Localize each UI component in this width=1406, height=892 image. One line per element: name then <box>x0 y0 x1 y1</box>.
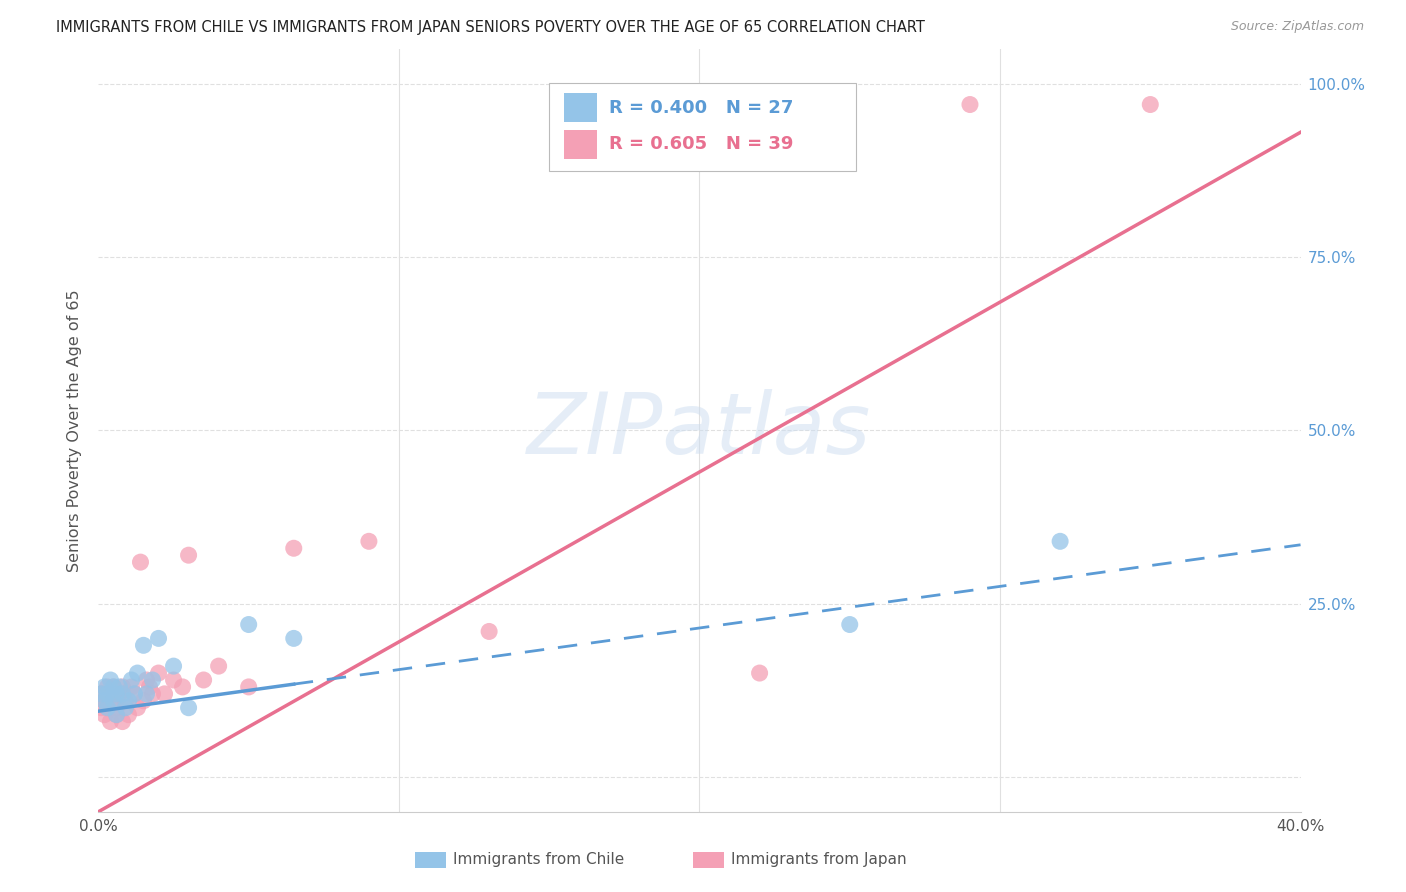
Point <box>148 666 170 681</box>
Point <box>103 694 125 708</box>
Point <box>135 673 157 687</box>
Point <box>478 624 501 639</box>
Point <box>153 687 176 701</box>
FancyBboxPatch shape <box>564 130 598 159</box>
Point <box>208 659 231 673</box>
FancyBboxPatch shape <box>564 94 598 122</box>
Text: IMMIGRANTS FROM CHILE VS IMMIGRANTS FROM JAPAN SENIORS POVERTY OVER THE AGE OF 6: IMMIGRANTS FROM CHILE VS IMMIGRANTS FROM… <box>56 20 925 35</box>
Point <box>93 680 115 694</box>
Point <box>193 673 215 687</box>
Point <box>172 680 194 694</box>
Point <box>114 694 136 708</box>
Point <box>111 687 134 701</box>
Point <box>100 687 122 701</box>
Point <box>105 687 128 701</box>
Point <box>127 700 149 714</box>
Point <box>96 687 118 701</box>
Text: Immigrants from Chile: Immigrants from Chile <box>453 853 624 867</box>
Point <box>114 700 136 714</box>
Text: R = 0.400   N = 27: R = 0.400 N = 27 <box>609 99 794 117</box>
Point <box>959 97 981 112</box>
Point <box>93 707 115 722</box>
Point <box>124 687 146 701</box>
Point <box>90 687 112 701</box>
Point <box>124 687 146 701</box>
Point <box>103 680 125 694</box>
Y-axis label: Seniors Poverty Over the Age of 65: Seniors Poverty Over the Age of 65 <box>67 289 83 572</box>
Point <box>96 680 118 694</box>
Point <box>162 659 184 673</box>
Point <box>103 680 125 694</box>
Point <box>162 673 184 687</box>
Point <box>177 548 200 562</box>
Point <box>132 638 155 652</box>
Point <box>90 687 112 701</box>
Point <box>177 700 200 714</box>
Point <box>238 617 260 632</box>
Point <box>105 707 128 722</box>
Point <box>117 707 139 722</box>
Point <box>838 617 860 632</box>
Point <box>100 673 122 687</box>
Point <box>748 666 770 681</box>
Text: Immigrants from Japan: Immigrants from Japan <box>731 853 907 867</box>
Point <box>141 673 163 687</box>
Point <box>148 632 170 646</box>
Point <box>111 680 134 694</box>
Point <box>96 700 118 714</box>
Point <box>96 700 118 714</box>
Point <box>1139 97 1161 112</box>
Point <box>93 694 115 708</box>
Point <box>283 632 305 646</box>
Point <box>129 555 152 569</box>
Point <box>127 666 149 681</box>
Point <box>117 694 139 708</box>
Point <box>238 680 260 694</box>
Point <box>121 680 143 694</box>
Point <box>1049 534 1071 549</box>
Point <box>103 694 125 708</box>
Point <box>108 680 131 694</box>
Point <box>90 700 112 714</box>
Point <box>105 700 128 714</box>
Text: Source: ZipAtlas.com: Source: ZipAtlas.com <box>1230 20 1364 33</box>
FancyBboxPatch shape <box>550 83 856 171</box>
Text: ZIPatlas: ZIPatlas <box>527 389 872 472</box>
Text: R = 0.605   N = 39: R = 0.605 N = 39 <box>609 136 794 153</box>
Point <box>111 714 134 729</box>
Point <box>121 673 143 687</box>
Point <box>141 687 163 701</box>
Point <box>135 687 157 701</box>
Point <box>283 541 305 556</box>
Point <box>138 680 160 694</box>
Point <box>100 714 122 729</box>
Point <box>105 707 128 722</box>
Point <box>108 687 131 701</box>
Point <box>132 694 155 708</box>
Point <box>93 694 115 708</box>
Point <box>357 534 380 549</box>
